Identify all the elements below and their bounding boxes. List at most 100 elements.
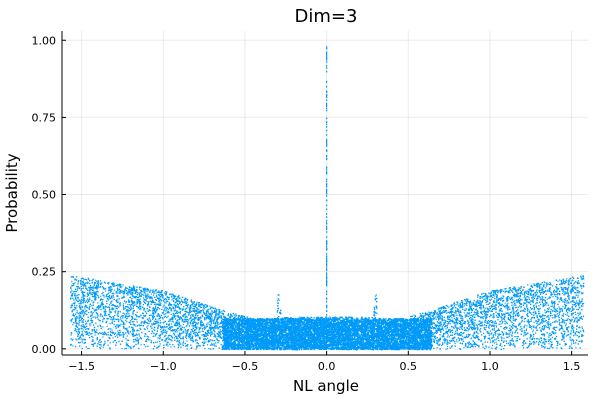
data-point bbox=[155, 333, 157, 335]
data-point bbox=[567, 294, 569, 296]
data-point bbox=[581, 341, 583, 343]
data-point bbox=[85, 332, 87, 334]
data-point bbox=[168, 308, 170, 310]
data-point bbox=[554, 286, 557, 288]
data-point bbox=[495, 341, 497, 343]
data-point bbox=[278, 299, 280, 301]
data-point bbox=[212, 340, 214, 342]
data-point bbox=[192, 305, 194, 307]
data-point bbox=[143, 309, 145, 311]
data-point bbox=[544, 290, 546, 293]
data-point bbox=[451, 314, 453, 316]
data-point bbox=[125, 310, 127, 312]
data-point bbox=[261, 320, 263, 322]
data-point bbox=[148, 301, 150, 303]
data-point bbox=[129, 309, 132, 311]
data-point bbox=[442, 328, 444, 330]
data-point bbox=[198, 311, 201, 314]
data-point bbox=[100, 347, 102, 350]
data-point bbox=[263, 324, 265, 326]
data-point bbox=[538, 291, 541, 293]
data-point bbox=[509, 297, 511, 299]
data-point bbox=[123, 327, 125, 329]
data-point bbox=[119, 316, 121, 318]
data-point bbox=[329, 316, 331, 318]
data-point bbox=[97, 290, 99, 292]
data-point bbox=[443, 333, 445, 335]
data-point bbox=[213, 307, 215, 309]
data-point bbox=[529, 343, 531, 345]
data-point bbox=[374, 295, 377, 297]
data-point bbox=[208, 323, 210, 326]
data-point bbox=[157, 319, 159, 321]
data-point bbox=[109, 348, 111, 350]
data-point bbox=[462, 302, 464, 304]
data-point bbox=[127, 292, 130, 294]
data-point bbox=[543, 298, 545, 301]
data-point bbox=[544, 318, 546, 320]
data-point bbox=[565, 288, 567, 290]
data-point bbox=[535, 303, 537, 305]
data-point bbox=[582, 305, 584, 307]
data-point bbox=[178, 321, 180, 323]
data-point bbox=[533, 308, 535, 310]
data-point bbox=[439, 321, 441, 323]
data-point bbox=[206, 325, 208, 328]
data-point bbox=[336, 317, 338, 319]
data-point bbox=[547, 308, 550, 311]
data-point bbox=[169, 327, 172, 330]
data-point bbox=[575, 313, 577, 316]
data-point bbox=[104, 310, 106, 312]
data-point bbox=[108, 288, 110, 290]
data-point bbox=[83, 300, 85, 302]
data-point bbox=[179, 333, 181, 335]
data-point bbox=[462, 305, 464, 307]
data-point bbox=[163, 325, 165, 327]
data-point bbox=[554, 309, 556, 311]
data-point bbox=[532, 335, 535, 337]
data-point bbox=[169, 335, 171, 337]
data-point bbox=[490, 305, 493, 307]
data-point bbox=[439, 328, 441, 330]
data-point bbox=[205, 311, 208, 313]
data-point bbox=[447, 311, 449, 313]
data-point bbox=[181, 343, 183, 345]
data-point bbox=[85, 328, 87, 330]
data-point bbox=[405, 332, 407, 334]
data-point bbox=[489, 323, 491, 326]
data-point bbox=[184, 345, 187, 347]
data-point bbox=[105, 294, 108, 296]
data-point bbox=[547, 314, 549, 316]
data-point bbox=[131, 308, 133, 310]
data-point bbox=[91, 321, 93, 324]
data-point bbox=[557, 280, 559, 282]
data-point bbox=[133, 321, 135, 323]
data-point bbox=[485, 313, 487, 315]
data-point bbox=[155, 292, 157, 294]
data-point bbox=[104, 282, 106, 284]
data-point bbox=[70, 305, 72, 307]
data-point bbox=[558, 319, 560, 321]
data-point bbox=[199, 311, 201, 313]
data-point bbox=[455, 330, 457, 332]
data-point bbox=[552, 285, 554, 287]
data-point bbox=[462, 318, 464, 320]
data-point bbox=[161, 330, 163, 332]
data-point bbox=[447, 318, 449, 320]
data-point bbox=[418, 332, 421, 334]
data-point bbox=[446, 343, 448, 345]
data-point bbox=[417, 326, 419, 328]
data-point bbox=[520, 321, 523, 323]
data-point bbox=[541, 339, 543, 341]
data-point bbox=[186, 306, 188, 308]
data-point bbox=[539, 313, 541, 315]
data-point bbox=[531, 313, 533, 316]
data-point bbox=[187, 311, 189, 313]
data-point bbox=[548, 340, 550, 342]
data-point bbox=[417, 330, 419, 332]
data-point bbox=[229, 317, 231, 319]
data-point bbox=[181, 318, 183, 320]
data-point bbox=[200, 306, 202, 309]
data-point bbox=[139, 288, 141, 290]
data-point bbox=[162, 300, 164, 302]
